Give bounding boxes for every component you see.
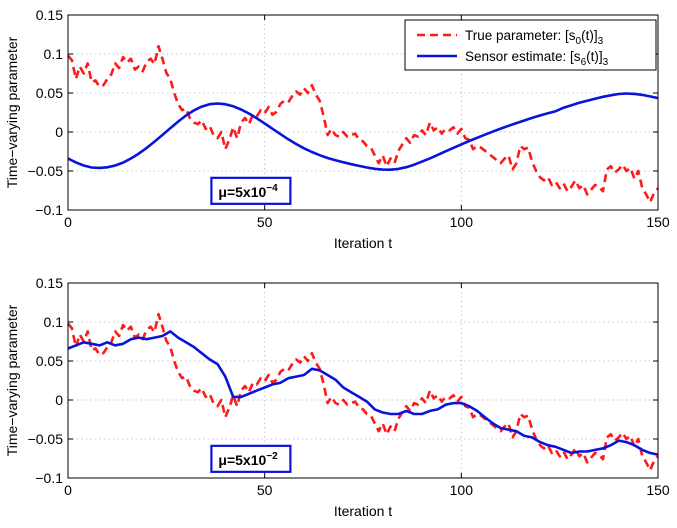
y-tick-label: 0.05 [36,85,63,101]
y-tick-label: 0.1 [44,46,64,62]
legend-box [404,19,657,71]
legend-label-subscript: 6 [581,57,587,68]
x-axis-label: Iteration t [334,235,392,251]
x-tick-label: 0 [64,214,72,230]
legend-label-subscript: 3 [603,57,609,68]
plot-area [68,283,658,478]
y-tick-label: 0.1 [44,314,64,330]
y-tick-label: 0 [55,392,63,408]
legend-label-subscript: 0 [576,36,582,47]
sensor-estimate-series-line [67,92,659,171]
y-axis-label: Time−varying parameter [4,304,20,456]
legend-label-mid: (t)] [586,49,603,64]
axes-frame [67,14,659,211]
legend-label-subscript: 3 [598,36,604,47]
y-tick-label: −0.05 [28,431,64,447]
legend-entry-label: True parameter: [s0(t)]3 [465,28,604,47]
x-tick-label: 150 [646,482,670,498]
y-tick-label: 0.15 [36,7,63,23]
true-parameter-series-line [67,44,659,204]
y-tick-label: −0.1 [35,470,63,486]
y-tick-label: 0 [55,124,63,140]
x-tick-label: 50 [257,214,273,230]
subplot-1: 0 50 100 150 −0.1 −0.05 0 0.05 0.1 0.15 Iteration … [4,7,670,251]
y-tick-label: −0.1 [35,202,63,218]
step-size-annotation: μ=5x10−2 [210,444,292,473]
x-tick-label: 50 [257,482,273,498]
y-tick-label: 0.05 [36,353,63,369]
axes-frame [67,282,659,479]
x-axis-label: Iteration t [334,503,392,519]
annotation-exponent: −4 [266,183,278,194]
true-parameter-series-line [67,312,659,472]
x-tick-label: 100 [450,482,474,498]
subplot-2: 0 50 100 150 −0.1 −0.05 0 0.05 0.1 0.15 Iteration … [4,275,670,519]
annotation-prefix: μ=5x10 [218,452,266,468]
y-axis-label: Time−varying parameter [4,36,20,188]
annotation-exponent: −2 [266,451,278,462]
annotation-text: μ=5x10−4 [218,183,278,200]
x-tick-label: 100 [450,214,474,230]
legend-label-main: True parameter: [s [465,28,576,43]
legend-entry-label: Sensor estimate: [s6(t)]3 [465,49,609,68]
sensor-estimate-series-line [67,330,659,456]
x-tick-label: 150 [646,214,670,230]
annotation-box [210,444,292,473]
annotation-box [210,176,292,205]
annotation-prefix: μ=5x10 [218,184,266,200]
y-tick-label: 0.15 [36,275,63,291]
annotation-text: μ=5x10−2 [218,451,278,468]
step-size-annotation: μ=5x10−4 [210,176,292,205]
legend-label-main: Sensor estimate: [s [465,49,581,64]
legend-label-mid: (t)] [581,28,598,43]
y-tick-label: −0.05 [28,163,64,179]
x-tick-label: 0 [64,482,72,498]
